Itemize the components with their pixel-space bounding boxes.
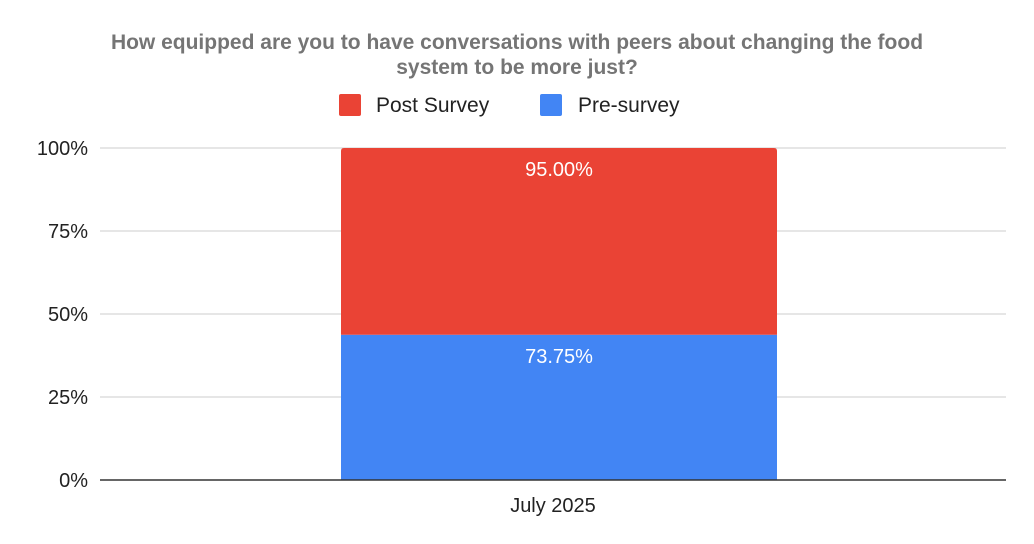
legend-swatch-post-survey	[339, 94, 361, 116]
legend: Post Survey Pre-survey	[339, 94, 680, 117]
y-axis-tick-labels: 0% 25% 50% 75% 100%	[37, 138, 88, 492]
y-tick-label-25: 25%	[48, 387, 88, 409]
y-tick-label-50: 50%	[48, 304, 88, 326]
data-label-post-survey: 95.00%	[525, 159, 593, 181]
y-tick-label-100: 100%	[37, 138, 88, 160]
chart-title-line-1: How equipped are you to have conversatio…	[111, 31, 923, 54]
legend-label-post-survey: Post Survey	[376, 94, 490, 117]
y-tick-label-75: 75%	[48, 221, 88, 243]
chart-title: How equipped are you to have conversatio…	[111, 31, 923, 79]
bar-post-survey	[341, 148, 777, 335]
chart-title-line-2: system to be more just?	[396, 56, 638, 79]
y-tick-label-0: 0%	[59, 470, 88, 492]
legend-swatch-pre-survey	[540, 94, 562, 116]
bars: 73.75% 95.00%	[341, 148, 777, 480]
bar-pre-survey	[341, 334, 777, 480]
data-label-pre-survey: 73.75%	[525, 346, 593, 368]
x-tick-label-july-2025: July 2025	[510, 495, 596, 517]
legend-label-pre-survey: Pre-survey	[578, 94, 680, 117]
